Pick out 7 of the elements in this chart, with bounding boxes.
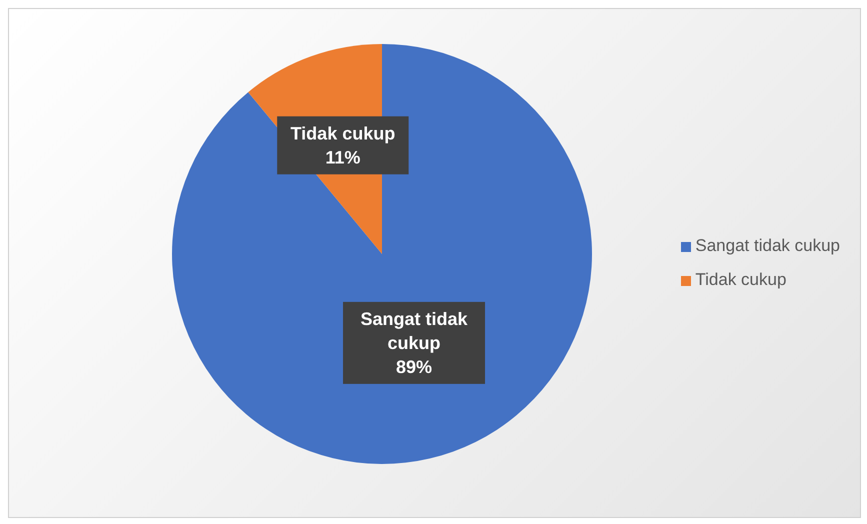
- legend-label: Sangat tidak cukup: [695, 236, 840, 255]
- data-label: 89%: [396, 356, 432, 377]
- slice-label: Sangat tidak cukup: [360, 308, 469, 353]
- slice-label: Tidak cukup: [290, 123, 396, 144]
- legend-label: Tidak cukup: [695, 270, 786, 289]
- data-label: 11%: [325, 147, 360, 168]
- pie-slice: [172, 44, 592, 464]
